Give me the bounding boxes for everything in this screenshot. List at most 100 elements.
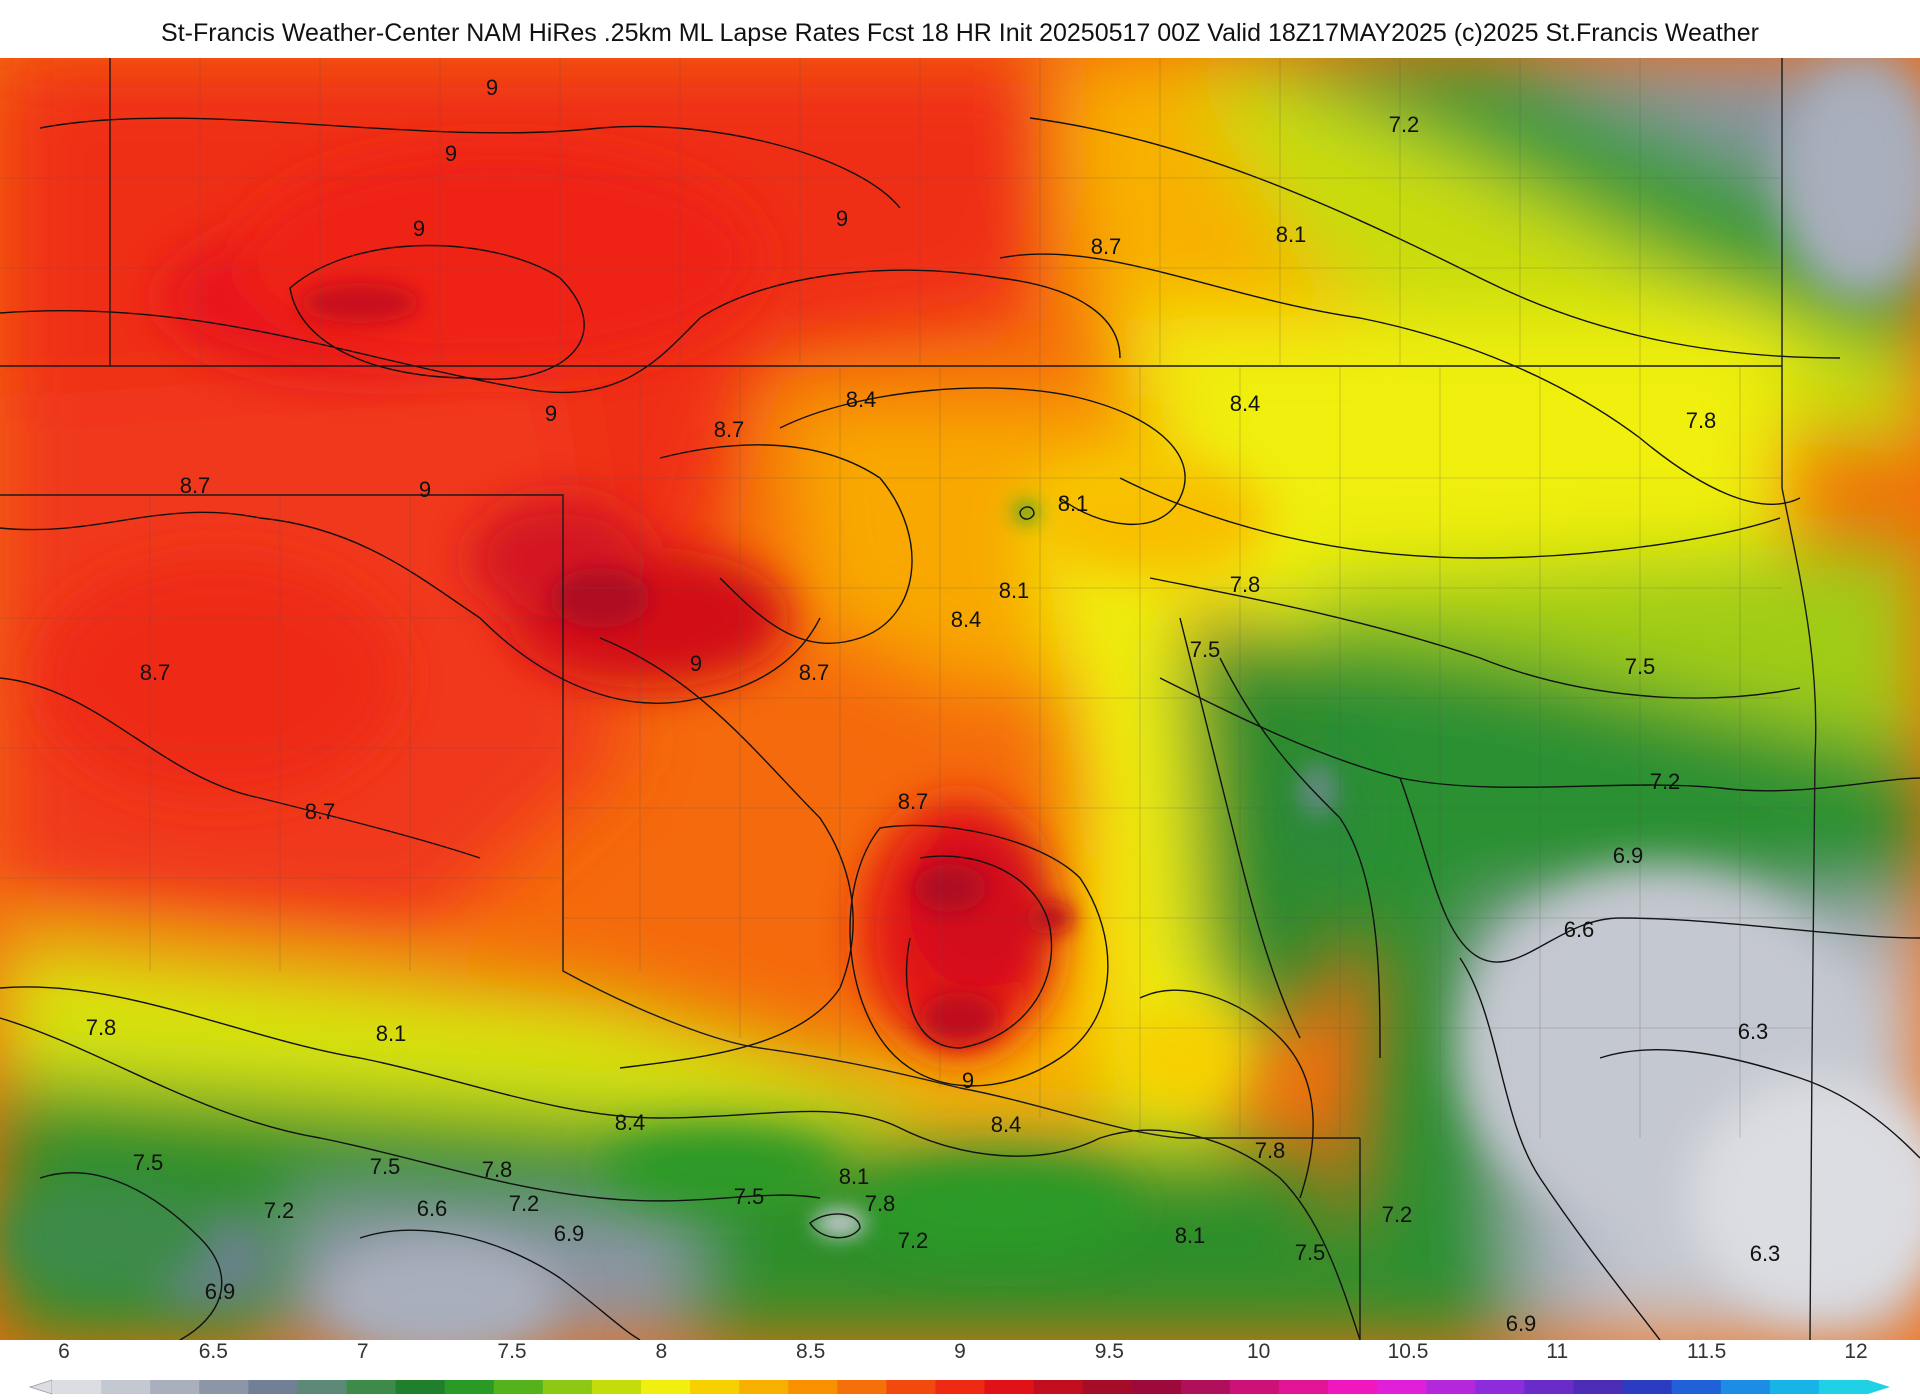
contour-label: 6.9: [205, 1279, 236, 1304]
colorbar-swatch: [837, 1380, 887, 1394]
contour-label: 7.2: [898, 1228, 929, 1253]
contour-label: 8.7: [305, 799, 336, 824]
contour-label: 8.1: [1175, 1223, 1206, 1248]
colorbar-tick-label: 6.5: [198, 1340, 228, 1363]
colorbar-tick-label: 7: [356, 1340, 369, 1363]
colorbar-swatch: [1328, 1380, 1378, 1394]
colorbar-swatch: [52, 1380, 102, 1394]
state-borders: [0, 58, 1817, 1340]
contour-label: 9: [962, 1068, 974, 1093]
colorbar-swatch: [640, 1380, 691, 1394]
contour-label: 7.2: [509, 1191, 540, 1216]
contour-label: 8.1: [1058, 491, 1089, 516]
county-lines: [0, 58, 1812, 1138]
contour-label: 8.7: [799, 660, 830, 685]
colorbar-tick-label: 9.5: [1094, 1340, 1124, 1363]
contour-label: 9: [545, 401, 557, 426]
contour-label: 7.8: [865, 1191, 896, 1216]
contour-label: 7.5: [734, 1184, 765, 1209]
contour-label: 8.1: [999, 578, 1030, 603]
contour-label: 7.8: [86, 1015, 117, 1040]
contour-label: 8.1: [1276, 222, 1307, 247]
colorbar-swatch: [1131, 1380, 1182, 1394]
colorbar-tick-label: 10: [1246, 1340, 1271, 1363]
colorbar-swatch: [101, 1380, 151, 1394]
colorbar-swatch: [984, 1380, 1035, 1394]
contour-label: 7.8: [1255, 1138, 1286, 1163]
colorbar-tick-label: 6: [58, 1340, 70, 1363]
colorbar-swatch: [542, 1380, 593, 1394]
contour-label: 7.5: [133, 1150, 164, 1175]
colorbar-swatch: [1426, 1380, 1476, 1394]
contour-label: 7.8: [482, 1157, 513, 1182]
contour-label: 6.9: [1506, 1311, 1537, 1336]
contour-label: 7.2: [264, 1198, 295, 1223]
contour-label: 9: [419, 477, 431, 502]
contour-label: 7.5: [1190, 637, 1221, 662]
colorbar-swatch: [297, 1380, 347, 1394]
colorbar-swatch: [935, 1380, 986, 1394]
colorbar-swatch: [1229, 1380, 1280, 1394]
map-canvas: 9 9 9 9 9 9 9 9 7.2 8.1 8.7 8.7 8.4 8.4 …: [0, 58, 1920, 1340]
colorbar-swatch: [739, 1380, 789, 1394]
colorbar-swatch: [493, 1380, 544, 1394]
contour-label: 8.7: [180, 473, 211, 498]
contour-label: 8.7: [898, 789, 929, 814]
colorbar-tick-label: 7.5: [497, 1340, 527, 1363]
colorbar-swatch: [1622, 1380, 1673, 1394]
contour-label: 8.7: [140, 660, 171, 685]
contour-label: 8.7: [1091, 234, 1122, 259]
contour-label: 7.5: [1295, 1240, 1326, 1265]
colorbar-swatch: [346, 1380, 397, 1394]
contour-label: 8.4: [991, 1112, 1022, 1137]
contour-label: 8.4: [951, 607, 982, 632]
colorbar-swatch: [886, 1380, 936, 1394]
contour-labels: 9 9 9 9 9 9 9 9 7.2 8.1 8.7 8.7 8.4 8.4 …: [86, 75, 1781, 1336]
colorbar-tick-label: 9: [954, 1340, 966, 1363]
lapse-rate-map: 9 9 9 9 9 9 9 9 7.2 8.1 8.7 8.7 8.4 8.4 …: [0, 58, 1920, 1340]
contour-lines: [0, 117, 1920, 1340]
contour-label: 9: [836, 206, 848, 231]
contour-label: 8.4: [1230, 391, 1261, 416]
colorbar-swatch: [1377, 1380, 1427, 1394]
colorbar-swatch: [1573, 1380, 1624, 1394]
contour-label: 7.2: [1389, 112, 1420, 137]
contour-label: 6.9: [554, 1221, 585, 1246]
contour-label: 6.6: [1564, 917, 1595, 942]
field-detail: [0, 58, 1920, 1340]
contour-label: 8.4: [615, 1110, 646, 1135]
colorbar-swatch: [1033, 1380, 1084, 1394]
colorbar-max-arrow: [1868, 1380, 1890, 1394]
contour-label: 9: [413, 216, 425, 241]
colorbar-swatch: [690, 1380, 740, 1394]
contour-label: 7.8: [1686, 408, 1717, 433]
contour-label: 9: [445, 141, 457, 166]
contour-label: 6.9: [1613, 843, 1644, 868]
colorbar-swatch: [1279, 1380, 1329, 1394]
colorbar-swatch: [788, 1380, 838, 1394]
colorbar-bar: [28, 1379, 1890, 1395]
colorbar-swatch: [1524, 1380, 1575, 1394]
contour-label: 6.6: [417, 1196, 448, 1221]
contour-label: 7.5: [1625, 654, 1656, 679]
colorbar-swatch: [248, 1380, 298, 1394]
contour-label: 7.2: [1382, 1202, 1413, 1227]
colorbar-swatch: [1180, 1380, 1231, 1394]
contour-label: 8.1: [839, 1164, 870, 1189]
contour-label: 7.2: [1650, 769, 1681, 794]
colorbar-swatch: [1720, 1380, 1771, 1394]
colorbar-swatch: [1769, 1380, 1820, 1394]
colorbar-tick-label: 8.5: [796, 1340, 826, 1363]
colorbar-swatch: [199, 1380, 249, 1394]
colorbar-legend: 6 6.5 7 7.5 8 8.5 9 9.5 10 10.5 11 11.5 12: [0, 1340, 1920, 1400]
colorbar-swatch: [150, 1380, 200, 1394]
colorbar-swatch: [591, 1380, 642, 1394]
field-cores: [300, 283, 1338, 1237]
contour-label: 8.7: [714, 417, 745, 442]
colorbar-swatch: [395, 1380, 446, 1394]
contour-label: 8.1: [376, 1021, 407, 1046]
colorbar-tick-label: 11: [1546, 1340, 1569, 1363]
contour-label: 8.4: [846, 387, 877, 412]
contour-label: 7.8: [1230, 572, 1261, 597]
colorbar-tick-label: 10.5: [1387, 1340, 1429, 1363]
